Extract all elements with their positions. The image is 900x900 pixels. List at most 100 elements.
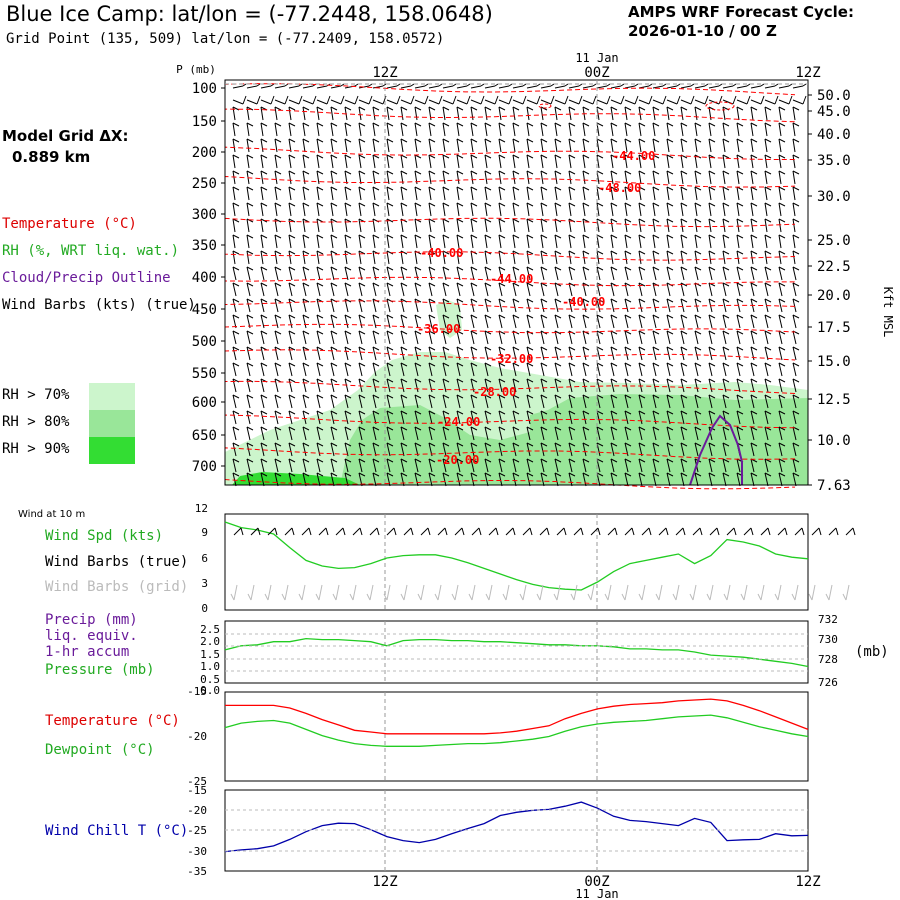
wind-barb	[344, 250, 348, 265]
wind-barb	[312, 95, 317, 105]
wind-barb	[694, 314, 699, 329]
wind-barb	[442, 426, 447, 441]
page-title: Blue Ice Camp: lat/lon = (-77.2448, 158.…	[6, 2, 493, 26]
wind-barb	[242, 95, 247, 105]
wind-barb	[652, 218, 660, 223]
wind-barb	[344, 410, 349, 425]
wind-barb	[512, 362, 517, 377]
wind-barb	[232, 362, 240, 367]
wind-barb	[274, 122, 282, 127]
wind-barb	[764, 442, 772, 447]
wind-barb	[680, 218, 684, 233]
wind-barb	[722, 346, 730, 351]
wind-barb	[554, 410, 562, 415]
wind-barb	[344, 154, 348, 169]
wind-barb	[302, 458, 310, 463]
wind-barb-grid	[794, 584, 799, 601]
wind-barb	[270, 95, 275, 105]
wind-barb	[260, 330, 265, 345]
wind-barb	[372, 138, 376, 153]
wind-barb	[232, 378, 240, 383]
series-line	[224, 637, 809, 668]
wind-barb-true	[777, 527, 786, 536]
wind-barb	[540, 410, 545, 425]
wind-barb	[690, 83, 695, 87]
wind-barb	[428, 410, 433, 425]
wind-barb	[652, 330, 657, 345]
wind-barb-true	[852, 527, 856, 536]
wind-barb	[638, 314, 646, 319]
wind-barb	[232, 234, 240, 239]
wind-barb	[372, 250, 376, 265]
wind-barb	[764, 346, 772, 351]
wind-barb	[554, 138, 558, 153]
wind-barb	[652, 154, 660, 159]
wind-barb	[624, 138, 632, 143]
wind-barb	[568, 378, 576, 383]
wind-barb	[764, 378, 769, 393]
wind-barb	[638, 266, 646, 271]
wind-barb	[526, 472, 531, 487]
wind-barb	[778, 234, 782, 249]
wind-barb	[764, 186, 772, 191]
wind-barb	[596, 138, 600, 153]
wind-barb	[610, 378, 618, 383]
wind-barb	[596, 234, 604, 239]
wind-barb	[680, 298, 688, 303]
wind-barb	[554, 122, 558, 137]
wind-barb	[624, 410, 629, 425]
wind-barb	[274, 330, 282, 335]
wind-barb	[638, 202, 646, 207]
wind-barb	[666, 330, 671, 345]
wind-barb	[638, 346, 643, 361]
wind-barb	[260, 122, 264, 137]
wind-barb	[260, 234, 268, 239]
wind-chill-panel	[224, 789, 809, 872]
wind-barb	[512, 218, 516, 233]
wind-barb	[470, 85, 482, 89]
wind-barb	[638, 250, 642, 265]
wind-barb	[680, 202, 688, 207]
wind-barb	[708, 314, 716, 319]
wind-barb-true	[784, 527, 788, 536]
wind-barb-grid	[590, 584, 595, 601]
wind-barb	[554, 330, 562, 335]
wind-barb-true	[444, 527, 448, 536]
wind-barb	[330, 85, 342, 89]
wind-barb	[652, 85, 664, 89]
wind-barb	[274, 170, 282, 175]
wind-barb	[386, 186, 390, 201]
wind-barb	[232, 202, 240, 207]
wind-barb	[302, 362, 307, 377]
wind-barb	[736, 250, 744, 255]
wind-barb	[512, 154, 516, 169]
wind-barb	[526, 346, 534, 351]
wind-barb	[330, 426, 338, 431]
wind-barb-true	[529, 527, 533, 536]
wind-barb	[792, 282, 797, 297]
wind-barb	[792, 234, 800, 239]
wind-barb	[260, 442, 268, 447]
wind-barb	[442, 170, 446, 185]
wind-barb	[246, 426, 251, 441]
wind-barb	[470, 394, 478, 399]
wind-barb	[232, 266, 237, 281]
wind-barb	[638, 106, 642, 121]
wind-barb	[582, 346, 590, 351]
wind-barb-grid	[420, 584, 425, 601]
wind-barb	[372, 170, 380, 175]
wind-barb	[512, 170, 516, 185]
wind-barb	[344, 378, 352, 383]
rh-legend-90-swatch	[89, 437, 135, 464]
wind-barb	[302, 410, 307, 425]
wind-barb	[792, 442, 797, 457]
wind-barb	[554, 394, 559, 409]
wind-barb	[694, 394, 702, 399]
wind-barb	[442, 410, 447, 425]
kft-tick-label: 25.0	[817, 233, 851, 249]
wind-barb	[316, 426, 324, 431]
wind-barb	[358, 234, 366, 239]
wind-barb	[456, 234, 460, 249]
wind-barb	[722, 85, 734, 89]
wind-barb	[526, 250, 534, 255]
